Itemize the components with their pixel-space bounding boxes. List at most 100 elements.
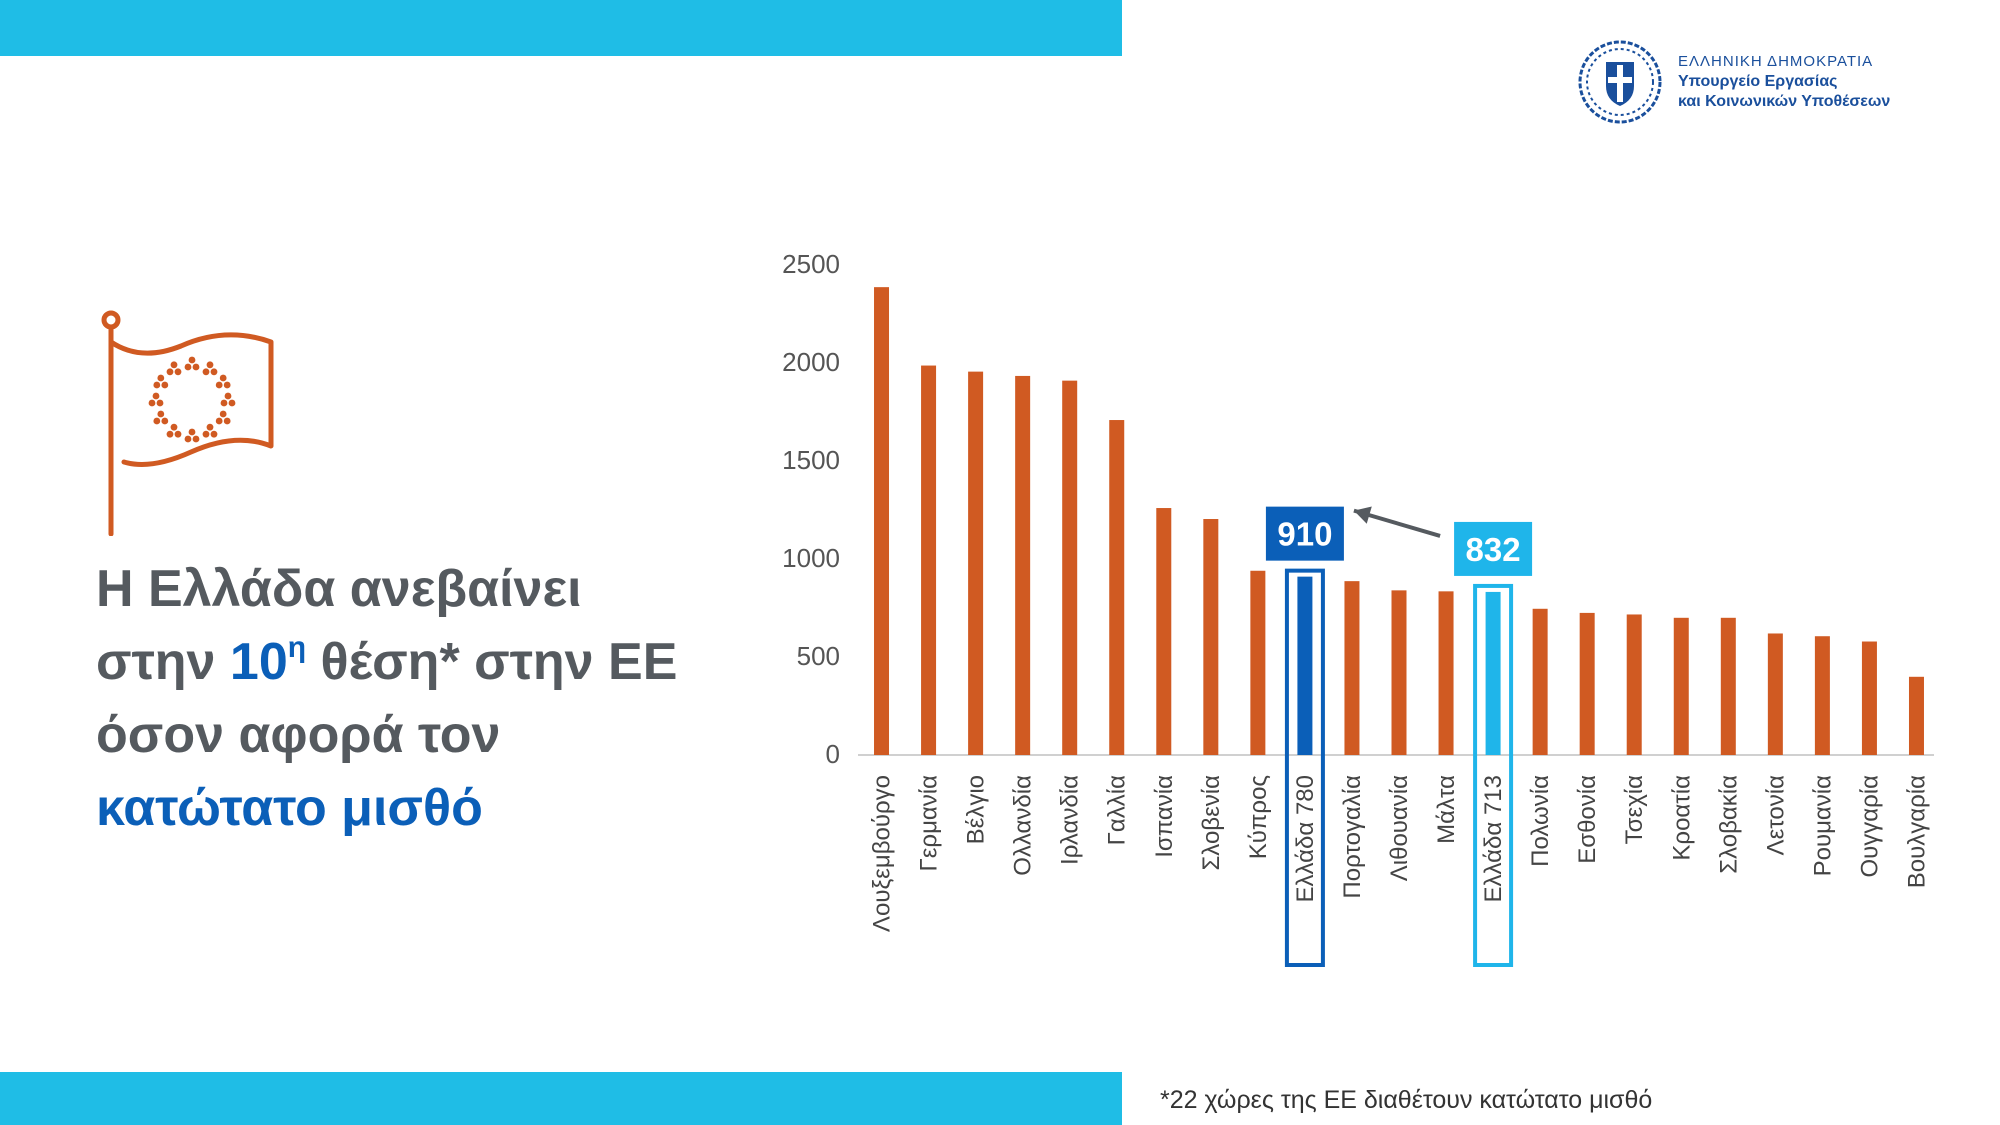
bar [1814, 636, 1830, 755]
headline-line3: όσον αφορά τον [96, 706, 501, 764]
bar [1438, 591, 1454, 755]
value-callout-label: 832 [1466, 531, 1521, 568]
eu-flag-icon [101, 310, 274, 536]
x-tick-label: Λετονία [1762, 775, 1789, 856]
x-tick-label: Εσθονία [1574, 775, 1601, 864]
eu-star-icon [166, 368, 174, 376]
bar [921, 365, 937, 755]
bar [1297, 576, 1313, 755]
y-tick-label: 2500 [782, 249, 840, 279]
eu-star-icon [219, 410, 227, 418]
bar [1485, 591, 1501, 755]
highlight-frame [1473, 583, 1514, 967]
x-tick-label: Κροατία [1668, 775, 1695, 861]
x-tick-label: Γερμανία [916, 775, 943, 872]
bar [1767, 633, 1783, 755]
x-tick-label: Πολωνία [1527, 775, 1554, 867]
y-tick-label: 1500 [782, 445, 840, 475]
eu-star-icon [192, 435, 200, 443]
eu-star-icon [161, 417, 169, 425]
eu-star-icon [153, 417, 161, 425]
eu-star-icon [184, 363, 192, 371]
x-tick-label: Τσεχία [1621, 775, 1648, 844]
headline-rank: 10η [230, 631, 307, 692]
x-tick-label: Ελλάδα 780 [1292, 775, 1319, 902]
eu-star-icon [184, 435, 192, 443]
headline-line4: κατώτατο μισθό [96, 779, 483, 837]
x-tick-label: Ουγγαρία [1856, 775, 1883, 878]
x-tick-label: Σλοβενία [1198, 775, 1225, 871]
eu-star-icon [157, 410, 165, 418]
eu-star-icon [161, 381, 169, 389]
bar [1203, 519, 1219, 755]
eu-star-icon [215, 381, 223, 389]
headline-rank-suffix: η [287, 631, 307, 664]
eu-star-icon [188, 356, 196, 364]
eu-star-icon [157, 374, 165, 382]
x-tick-label: Λουξεμβούργο [869, 775, 896, 932]
footnote: *22 χώρες της ΕΕ διαθέτουν κατώτατο μισθ… [1160, 1086, 1653, 1114]
headline-line2-start: στην [96, 633, 230, 691]
bar [1015, 375, 1031, 755]
eu-star-icon [215, 417, 223, 425]
bar [1720, 617, 1736, 755]
value-callout-box [1454, 521, 1533, 576]
bar [1579, 612, 1595, 755]
eu-star-icon [210, 430, 218, 438]
highlight-frame [1284, 568, 1325, 967]
ministry-country: ΕΛΛΗΝΙΚΗ ΔΗΜΟΚΡΑΤΙΑ [1678, 53, 1874, 70]
minimum-wage-bar-chart: 0 500 1000 1500 2000 2500 Λουξεμβούργο Γερμανία… [782, 249, 1934, 967]
eu-star-icon [219, 374, 227, 382]
x-tick-label: Ρουμανία [1809, 775, 1836, 877]
trend-arrow-head [1353, 506, 1372, 524]
eu-star-icon [156, 399, 164, 407]
bar [1109, 420, 1125, 755]
value-callout-box [1265, 506, 1344, 561]
bar [968, 371, 984, 755]
eu-star-icon [192, 363, 200, 371]
eu-star-icon [224, 392, 232, 400]
eu-star-icon [202, 430, 210, 438]
bottom-accent-band [0, 1072, 1122, 1125]
value-callout-label: 910 [1277, 516, 1332, 553]
eu-star-icon [206, 423, 214, 431]
bar [874, 287, 890, 755]
eu-star-icon [220, 399, 228, 407]
bar [1156, 508, 1172, 755]
bar [1062, 380, 1078, 755]
headline-line2-end: θέση* στην ΕΕ [306, 633, 678, 691]
eu-star-icon [174, 430, 182, 438]
bar [1344, 581, 1360, 755]
eu-star-icon [202, 368, 210, 376]
headline-line1: Η Ελλάδα ανεβαίνει [96, 560, 582, 618]
bar [1861, 641, 1877, 755]
eu-star-icon [170, 423, 178, 431]
eu-star-icon [166, 430, 174, 438]
eu-star-icon [188, 428, 196, 436]
eu-star-icon [210, 368, 218, 376]
eu-star-icon [148, 399, 156, 407]
bar [1532, 608, 1548, 755]
top-accent-band [0, 0, 1122, 56]
bar [1250, 570, 1266, 755]
x-tick-label: Πορτογαλία [1339, 775, 1366, 899]
x-tick-label: Κύπρος [1245, 775, 1272, 859]
eu-star-icon [174, 368, 182, 376]
bar [1626, 614, 1642, 755]
x-tick-label: Ιρλανδία [1057, 775, 1084, 865]
headline: Η Ελλάδα ανεβαίνει στην 10η θέση* στην Ε… [96, 553, 736, 845]
x-tick-label: Ισπανία [1151, 775, 1178, 858]
x-tick-label: Σλοβακία [1715, 775, 1742, 874]
eu-star-icon [223, 381, 231, 389]
eu-star-icon [170, 361, 178, 369]
x-tick-label: Γαλλία [1104, 775, 1131, 845]
x-tick-label: Ολλανδία [1010, 775, 1037, 876]
y-tick-label: 1000 [782, 543, 840, 573]
eu-star-icon [223, 417, 231, 425]
eu-star-icon [228, 399, 236, 407]
greek-coat-of-arms-icon [1578, 40, 1662, 124]
ministry-name-line1: Υπουργείο Εργασίας [1678, 73, 1838, 90]
headline-line2: στην 10η θέση* στην ΕΕ [96, 626, 736, 699]
eu-star-icon [152, 392, 160, 400]
x-tick-label: Βουλγαρία [1903, 775, 1930, 888]
